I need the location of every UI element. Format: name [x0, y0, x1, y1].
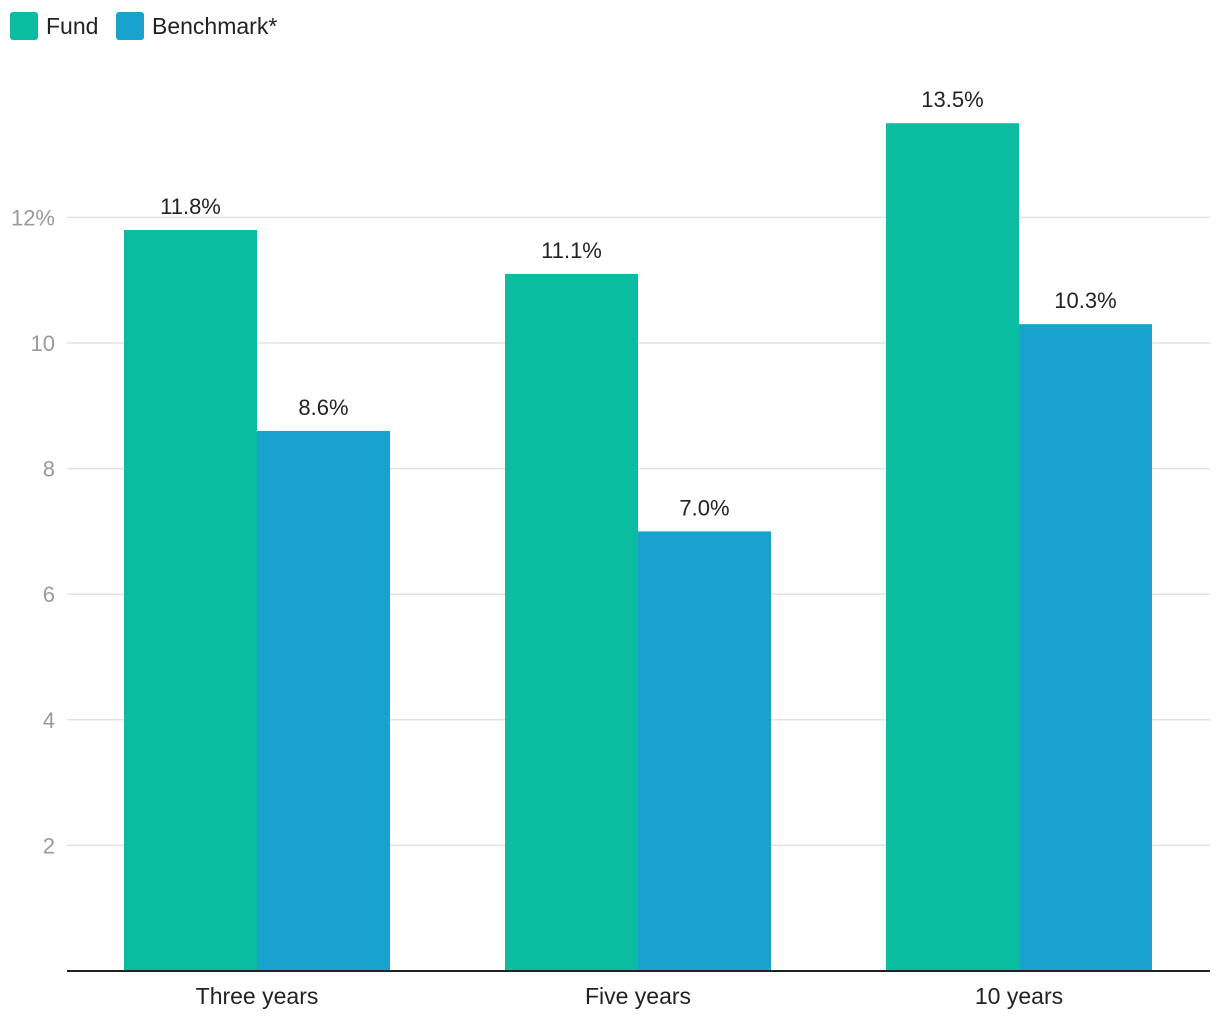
y-tick-label: 4	[43, 708, 55, 733]
x-category-label: Three years	[196, 983, 319, 1009]
legend-swatch-benchmark	[116, 12, 144, 40]
legend-label-benchmark: Benchmark*	[152, 13, 277, 39]
bar-benchmark	[257, 430, 390, 971]
y-tick-label: 12%	[11, 205, 55, 230]
bar-benchmark	[1019, 324, 1152, 971]
bar-benchmark	[638, 531, 771, 971]
data-label: 7.0%	[679, 495, 729, 520]
bar-fund	[124, 229, 257, 971]
legend-label-fund: Fund	[46, 13, 98, 39]
data-label: 13.5%	[921, 87, 983, 112]
bar-fund	[505, 273, 638, 971]
data-labels: 11.8% 8.6% 11.1% 7.0% 13.5% 10.3%	[160, 87, 1117, 520]
x-category-label: Five years	[585, 983, 691, 1009]
x-category-label: 10 years	[975, 983, 1063, 1009]
legend-swatch-fund	[10, 12, 38, 40]
y-tick-label: 8	[43, 457, 55, 482]
y-tick-label: 6	[43, 582, 55, 607]
data-label: 11.1%	[541, 238, 602, 263]
bars	[124, 123, 1152, 971]
data-label: 10.3%	[1054, 288, 1116, 313]
data-label: 11.8%	[160, 194, 221, 219]
y-axis-ticks: 2 4 6 8 10 12%	[11, 205, 55, 858]
legend: Fund Benchmark*	[10, 12, 277, 40]
x-axis-labels: Three years Five years 10 years	[196, 983, 1063, 1009]
data-label: 8.6%	[298, 395, 348, 420]
y-tick-label: 10	[31, 331, 55, 356]
y-tick-label: 2	[43, 833, 55, 858]
bar-fund	[886, 123, 1019, 971]
